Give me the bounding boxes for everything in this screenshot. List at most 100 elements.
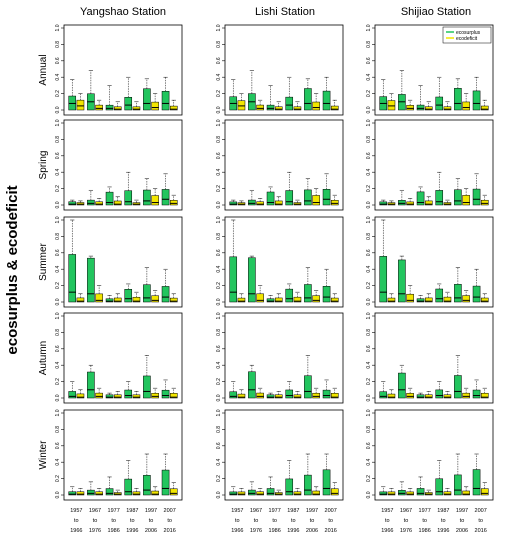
box-body bbox=[105, 191, 114, 206]
y-tick-label: 0.6 bbox=[366, 152, 372, 159]
box-surplus bbox=[161, 76, 170, 111]
box-deficit bbox=[312, 93, 320, 111]
x-tick-label: to bbox=[149, 518, 154, 524]
box-surplus bbox=[398, 189, 406, 206]
box-body bbox=[169, 393, 178, 399]
x-tick-label: 1987 bbox=[437, 508, 449, 514]
box-deficit bbox=[256, 198, 264, 206]
box-deficit bbox=[256, 387, 264, 399]
box-body bbox=[151, 101, 159, 111]
box-surplus bbox=[472, 453, 481, 496]
box-body bbox=[416, 191, 425, 206]
box-surplus bbox=[248, 481, 256, 496]
box-body bbox=[416, 488, 425, 496]
box-deficit bbox=[462, 188, 470, 206]
box-body bbox=[76, 491, 85, 496]
x-tick-label: 1976 bbox=[250, 528, 262, 534]
box-body bbox=[113, 394, 122, 399]
box-body bbox=[462, 490, 470, 496]
box-deficit bbox=[424, 293, 433, 303]
box-deficit bbox=[256, 488, 264, 496]
box-body bbox=[132, 106, 141, 111]
box-deficit bbox=[95, 99, 103, 111]
x-tick-label: 2007 bbox=[164, 508, 176, 514]
box-body bbox=[398, 200, 406, 206]
x-tick-label: 1957 bbox=[70, 508, 82, 514]
panel-annual-0: 0.0 0.2 0.4 0.6 0.8 1.0 bbox=[55, 24, 183, 116]
box-body bbox=[330, 488, 339, 496]
x-tick-label: to bbox=[422, 518, 427, 524]
box-surplus bbox=[87, 481, 95, 496]
x-tick-label: 2016 bbox=[164, 528, 176, 534]
box-body bbox=[256, 104, 264, 111]
y-tick-label: 1.0 bbox=[55, 216, 61, 223]
y-tick-label: 0.6 bbox=[366, 249, 372, 256]
x-tick-label: to bbox=[167, 518, 172, 524]
box-deficit bbox=[274, 489, 283, 496]
y-tick-label: 0.0 bbox=[366, 394, 372, 401]
y-tick-label: 0.8 bbox=[216, 233, 222, 240]
box-deficit bbox=[169, 99, 178, 111]
y-tick-label: 0.8 bbox=[55, 136, 61, 143]
box-body bbox=[322, 389, 331, 399]
y-tick-label: 0.4 bbox=[216, 266, 222, 273]
box-surplus bbox=[454, 355, 462, 399]
box-surplus bbox=[454, 178, 462, 206]
box-surplus bbox=[304, 78, 312, 111]
box-deficit bbox=[312, 290, 320, 303]
box-body bbox=[143, 475, 151, 496]
box-deficit bbox=[406, 488, 414, 496]
y-tick-label: 0.8 bbox=[55, 233, 61, 240]
y-tick-label: 0.0 bbox=[216, 491, 222, 498]
box-body bbox=[124, 389, 133, 399]
box-body bbox=[256, 201, 264, 206]
box-deficit bbox=[132, 291, 141, 303]
box-surplus bbox=[105, 186, 114, 206]
legend-label-ecosurplus: ecosurplus bbox=[456, 30, 481, 36]
box-deficit bbox=[151, 290, 159, 303]
x-tick-label: 1957 bbox=[381, 508, 393, 514]
y-tick-label: 0.4 bbox=[366, 362, 372, 369]
box-body bbox=[95, 293, 103, 303]
box-body bbox=[406, 491, 414, 496]
box-body bbox=[169, 488, 178, 496]
box-deficit bbox=[113, 101, 122, 111]
box-deficit bbox=[237, 200, 246, 206]
box-deficit bbox=[237, 389, 246, 399]
x-tick-label: to bbox=[254, 518, 259, 524]
station-title-shijiao: Shijiao Station bbox=[401, 6, 471, 18]
box-surplus bbox=[285, 460, 294, 496]
box-deficit bbox=[424, 101, 433, 111]
y-tick-label: 0.0 bbox=[216, 201, 222, 208]
box-deficit bbox=[330, 99, 339, 111]
box-deficit bbox=[169, 482, 178, 496]
x-tick-label: 1997 bbox=[456, 508, 468, 514]
box-body bbox=[304, 375, 312, 399]
x-tick-label: 1986 bbox=[269, 528, 281, 534]
box-body bbox=[330, 200, 339, 206]
y-tick-label: 1.0 bbox=[366, 119, 372, 126]
y-tick-label: 0.0 bbox=[55, 394, 61, 401]
box-deficit bbox=[169, 387, 178, 399]
box-body bbox=[416, 298, 425, 303]
y-tick-label: 1.0 bbox=[216, 312, 222, 319]
box-body bbox=[480, 297, 489, 303]
box-body bbox=[68, 491, 77, 496]
box-body bbox=[462, 195, 470, 206]
y-tick-label: 0.2 bbox=[366, 475, 372, 482]
box-body bbox=[398, 259, 406, 303]
box-body bbox=[424, 297, 433, 303]
box-body bbox=[379, 201, 388, 206]
box-deficit bbox=[406, 198, 414, 206]
box-surplus bbox=[285, 283, 294, 303]
box-surplus bbox=[379, 199, 388, 206]
panel-autumn-0: 0.0 0.2 0.4 0.6 0.8 1.0 bbox=[55, 312, 183, 404]
x-tick-label: 1996 bbox=[126, 528, 138, 534]
box-body bbox=[454, 474, 462, 496]
box-body bbox=[462, 101, 470, 111]
box-body bbox=[285, 96, 294, 111]
box-surplus bbox=[266, 476, 275, 496]
box-body bbox=[454, 88, 462, 111]
box-deficit bbox=[480, 293, 489, 303]
box-body bbox=[95, 392, 103, 399]
